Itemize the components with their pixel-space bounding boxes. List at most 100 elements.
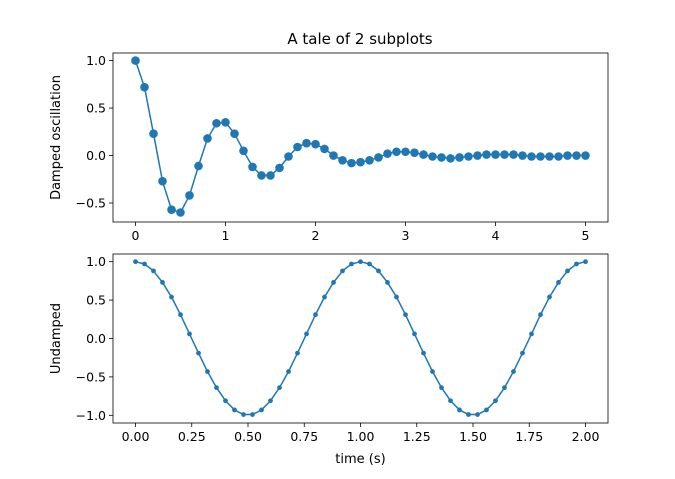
chart-2-data-point [475,412,480,417]
chart-1-data-point [347,158,356,168]
chart-2-data-point [412,331,417,337]
chart-1-data-point [365,155,374,165]
chart-2-data-point [529,331,534,337]
chart-2-data-point [160,280,165,285]
chart-2-data-point [349,261,354,267]
chart-1-data-point [185,191,194,200]
chart-2-data-point [367,261,372,267]
chart-2-x-tick-label: 1.25 [403,429,431,444]
chart-2-data-point [232,407,237,413]
chart-2-data-point [214,385,219,391]
chart-1-y-tick-label: −0.5 [76,196,106,211]
chart-2-y-tick-label: 0.5 [86,293,106,308]
chart-1-data-point [212,118,221,128]
chart-1-data-point [194,161,203,171]
chart-2-data-point [142,261,147,267]
chart-2-data-point [196,350,201,356]
chart-1-data-point [581,151,590,160]
chart-1-data-point [329,151,338,160]
chart-1-data-point [401,147,410,157]
chart-2-data-point [340,268,345,274]
chart-1-data-point [221,118,230,127]
chart-1-y-tick-label: 1.0 [86,53,106,68]
chart-2-data-point [583,259,588,265]
chart-1-data-point [257,171,266,180]
chart-1-data-point [293,142,302,152]
chart-1-data-point [545,152,554,161]
chart-1-x-tick-label: 2 [312,228,320,243]
chart-2-data-point [493,398,498,404]
chart-2-y-axis-label: Undamped [49,303,64,374]
chart-1-x-tick-label: 4 [492,228,500,243]
chart-1-data-point [410,148,419,157]
chart-1-data-point [140,82,149,92]
chart-2-data-point [565,268,570,274]
chart-1-data-point [158,176,167,186]
chart-1-data-point [149,129,158,138]
chart-1-data-point [239,146,248,156]
chart-2-data-point [502,385,507,391]
chart-2-data-point [277,385,282,391]
chart-2-data-point [169,294,174,300]
chart-1-data-point [302,138,311,148]
chart-1-data-point [374,153,383,162]
chart-2-data-point [187,331,192,337]
chart-1-data-point [284,152,293,161]
chart-2-x-tick-label: 0.25 [178,429,206,444]
chart-1-data-point [167,205,176,214]
chart-1-data-point [473,151,482,160]
chart-2-data-point [403,312,408,318]
chart-1-data-point [203,134,212,143]
chart-1-data-point [230,129,239,138]
chart-2-data-point [484,407,489,413]
chart-1-data-point [131,56,140,65]
figure-title: A tale of 2 subplots [287,30,432,48]
chart-1-data-point [500,150,509,159]
chart-2-data-point [178,312,183,318]
chart-2-x-tick-label: 0.50 [234,429,262,444]
chart-2-data-point [259,407,264,413]
chart-1-data-point [554,152,563,161]
chart-2-data-point [448,398,453,404]
chart-1-data-point [320,144,329,154]
chart-2-data-point [313,312,318,318]
chart-2-x-tick-label: 0.75 [290,429,318,444]
chart-2-data-point [295,350,300,356]
chart-1-data-point [275,163,284,173]
chart-1-x-tick-label: 3 [402,228,410,243]
chart-1-data-point [437,153,446,162]
chart-2-data-point [430,369,435,374]
chart-1-data-point [509,150,518,159]
chart-1-data-point [428,152,437,161]
chart-1-y-axis-label: Damped oscillation [49,75,64,200]
chart-2-data-point [538,312,543,318]
chart-2-data-point [547,294,552,300]
chart-2-y-tick-label: 1.0 [86,254,106,269]
chart-2-data-point [385,280,390,285]
chart-2-data-point [286,369,291,374]
chart-1-data-point [176,208,185,217]
chart-2-data-point [439,385,444,391]
chart-2-data-point [268,398,273,404]
chart-2-data-point [241,412,246,417]
chart-2-data-point [421,350,426,356]
chart-2-data-point [574,261,579,267]
chart-1-data-point [464,152,473,161]
chart-1-data-point [563,151,572,160]
chart-2-data-point [331,280,336,285]
chart-1-x-tick-label: 5 [582,228,590,243]
chart-2-data-point [376,268,381,274]
chart-1-data-point [446,154,455,163]
chart-1-data-point [248,162,257,172]
chart-1-data-point [455,153,464,162]
chart-2-data-point [250,412,255,417]
chart-2-data-point [304,331,309,337]
chart-1-data-point [419,150,428,159]
chart-1-y-tick-label: 0.5 [86,101,106,116]
chart-2-data-point [151,268,156,274]
chart-2-data-point [466,412,471,417]
chart-1-x-tick-label: 0 [132,228,140,243]
chart-2-data-point [457,407,462,413]
chart-1-data-point [482,150,491,159]
